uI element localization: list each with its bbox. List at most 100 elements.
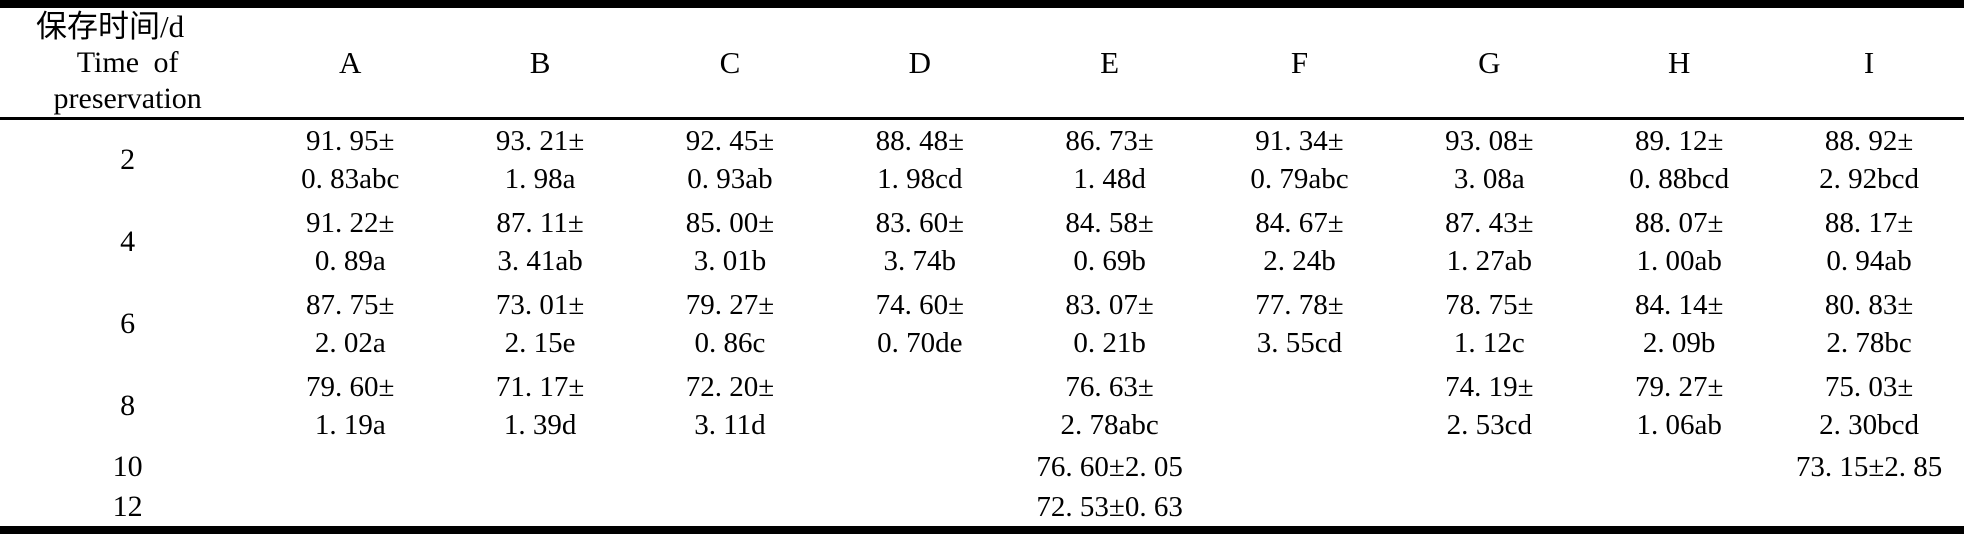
data-cell: [255, 487, 445, 527]
column-header-E: E: [1014, 8, 1205, 120]
data-cell: 74. 60± 0. 70de: [825, 283, 1015, 365]
cell-mean-value: 92. 45±: [685, 125, 775, 158]
cell-mean-value: 87. 43±: [1445, 206, 1534, 239]
cell-mean-value: 91. 22±: [306, 206, 395, 239]
row-time-label: 6: [120, 306, 136, 340]
data-cell: 91. 34± 0. 79abc: [1205, 119, 1395, 201]
data-cell: 72. 20± 3. 11d: [635, 365, 825, 447]
cell-mean-value: 84. 14±: [1634, 288, 1724, 321]
cell-sd-significance: 2. 78bc: [1826, 326, 1912, 359]
cell-sd-significance: 2. 92bcd: [1819, 163, 1919, 196]
data-cell: [1584, 487, 1774, 527]
cell-mean-value: 86. 73±: [1065, 125, 1154, 158]
cell-sd-significance: 0. 21b: [1073, 326, 1146, 359]
row-time-label: 8: [120, 388, 136, 422]
data-cell: 85. 00± 3. 01b: [635, 201, 825, 283]
cell-mean-value: 88. 07±: [1634, 206, 1724, 239]
data-cell: 91. 22± 0. 89a: [255, 201, 445, 283]
data-cell: [825, 447, 1015, 487]
cell-mean-value: 80. 83±: [1824, 288, 1914, 321]
cell-sd-significance: 3. 01b: [693, 244, 767, 277]
cell-mean-value: 85. 00±: [685, 206, 775, 239]
cell-sd-significance: 1. 06ab: [1636, 408, 1722, 441]
table-row: 2 91. 95± 0. 83abc 93. 21± 1. 98a 92. 45± 0. 9…: [0, 119, 1964, 201]
cell-sd-significance: 2. 24b: [1263, 244, 1336, 277]
column-header-C: C: [635, 8, 825, 120]
data-cell: [635, 487, 825, 527]
data-cell: 88. 17± 0. 94ab: [1774, 201, 1964, 283]
cell-sd-significance: 0. 83abc: [301, 163, 400, 196]
cell-mean-value: 84. 67±: [1255, 206, 1344, 239]
data-cell: 93. 21± 1. 98a: [445, 119, 635, 201]
data-cell: [1205, 365, 1395, 447]
cell-sd-significance: 1. 00ab: [1636, 244, 1722, 277]
data-cell: [1205, 447, 1395, 487]
cell-mean-value: 83. 60±: [875, 206, 964, 239]
cell-mean-value: 78. 75±: [1445, 288, 1534, 321]
cell-sd-significance: 1. 48d: [1073, 163, 1146, 196]
cell-sd-significance: 3. 08a: [1453, 163, 1525, 196]
data-cell: 71. 17± 1. 39d: [445, 365, 635, 447]
data-cell: 75. 03± 2. 30bcd: [1774, 365, 1964, 447]
data-cell: 73. 01± 2. 15e: [445, 283, 635, 365]
cell-mean-value: 84. 58±: [1065, 206, 1154, 239]
cell-mean-value: 75. 03±: [1824, 370, 1914, 403]
cell-sd-significance: 0. 94ab: [1826, 244, 1912, 277]
cell-mean-value: 76. 63±: [1065, 370, 1154, 403]
data-cell: [1394, 447, 1584, 487]
data-cell: 88. 07± 1. 00ab: [1584, 201, 1774, 283]
row-time-label: 12: [112, 489, 143, 523]
cell-mean-value: 72. 53±0. 63: [1036, 490, 1183, 523]
cell-sd-significance: 3. 41ab: [497, 244, 583, 277]
cell-mean-value: 73. 15±2. 85: [1795, 450, 1943, 483]
data-cell: 77. 78± 3. 55cd: [1205, 283, 1395, 365]
cell-mean-value: 91. 95±: [306, 125, 395, 158]
column-header-F: F: [1204, 8, 1395, 120]
data-cell: 88. 48± 1. 98cd: [825, 119, 1015, 201]
data-cell: 91. 95± 0. 83abc: [255, 119, 445, 201]
cell-sd-significance: 2. 30bcd: [1819, 408, 1919, 441]
cell-mean-value: 79. 27±: [685, 288, 775, 321]
data-cell: 89. 12± 0. 88bcd: [1584, 119, 1774, 201]
cell-mean-value: 88. 17±: [1824, 206, 1914, 239]
cell-mean-value: 76. 60±2. 05: [1036, 450, 1183, 483]
cell-sd-significance: 1. 27ab: [1446, 244, 1532, 277]
cell-mean-value: 89. 12±: [1634, 125, 1724, 158]
cell-sd-significance: 2. 53cd: [1446, 408, 1532, 441]
row-time-label: 2: [120, 143, 136, 177]
cell-sd-significance: 1. 98cd: [877, 163, 963, 196]
table-row: 12 72. 53±0. 63: [0, 487, 1964, 527]
column-header-D: D: [824, 8, 1015, 120]
table-row: 4 91. 22± 0. 89a 87. 11± 3. 41ab 85. 00± 3. 01…: [0, 201, 1964, 283]
row-time-label: 10: [112, 449, 143, 483]
data-cell: 87. 43± 1. 27ab: [1394, 201, 1584, 283]
cell-mean-value: 88. 48±: [875, 125, 964, 158]
column-header-G: G: [1394, 8, 1585, 120]
data-cell: 83. 60± 3. 74b: [825, 201, 1015, 283]
cell-sd-significance: 1. 19a: [314, 408, 386, 441]
data-cell: [825, 487, 1015, 527]
table-row: 10 76. 60±2. 05 73. 15±2. 85: [0, 447, 1964, 487]
data-cell: 86. 73± 1. 48d: [1015, 119, 1205, 201]
cell-mean-value: 91. 34±: [1255, 125, 1344, 158]
cell-sd-significance: 2. 02a: [314, 326, 386, 359]
cell-sd-significance: 0. 86c: [694, 326, 766, 359]
cell-sd-significance: 1. 39d: [503, 408, 577, 441]
header-label-en-line2: preservation: [53, 82, 202, 115]
cell-mean-value: 93. 21±: [495, 125, 585, 158]
data-cell: 76. 63± 2. 78abc: [1015, 365, 1205, 447]
column-header-B: B: [445, 8, 636, 120]
cell-mean-value: 77. 78±: [1255, 288, 1344, 321]
data-cell: [1584, 447, 1774, 487]
header-label-en-line1: Time of: [76, 46, 179, 79]
header-corner-cell: 保存时间/d Time of preservation: [0, 8, 256, 120]
cell-mean-value: 83. 07±: [1065, 288, 1154, 321]
cell-sd-significance: 3. 55cd: [1256, 326, 1343, 359]
cell-sd-significance: 0. 93ab: [687, 163, 773, 196]
data-cell: 78. 75± 1. 12c: [1394, 283, 1584, 365]
data-cell: 80. 83± 2. 78bc: [1774, 283, 1964, 365]
data-cell: [825, 365, 1015, 447]
